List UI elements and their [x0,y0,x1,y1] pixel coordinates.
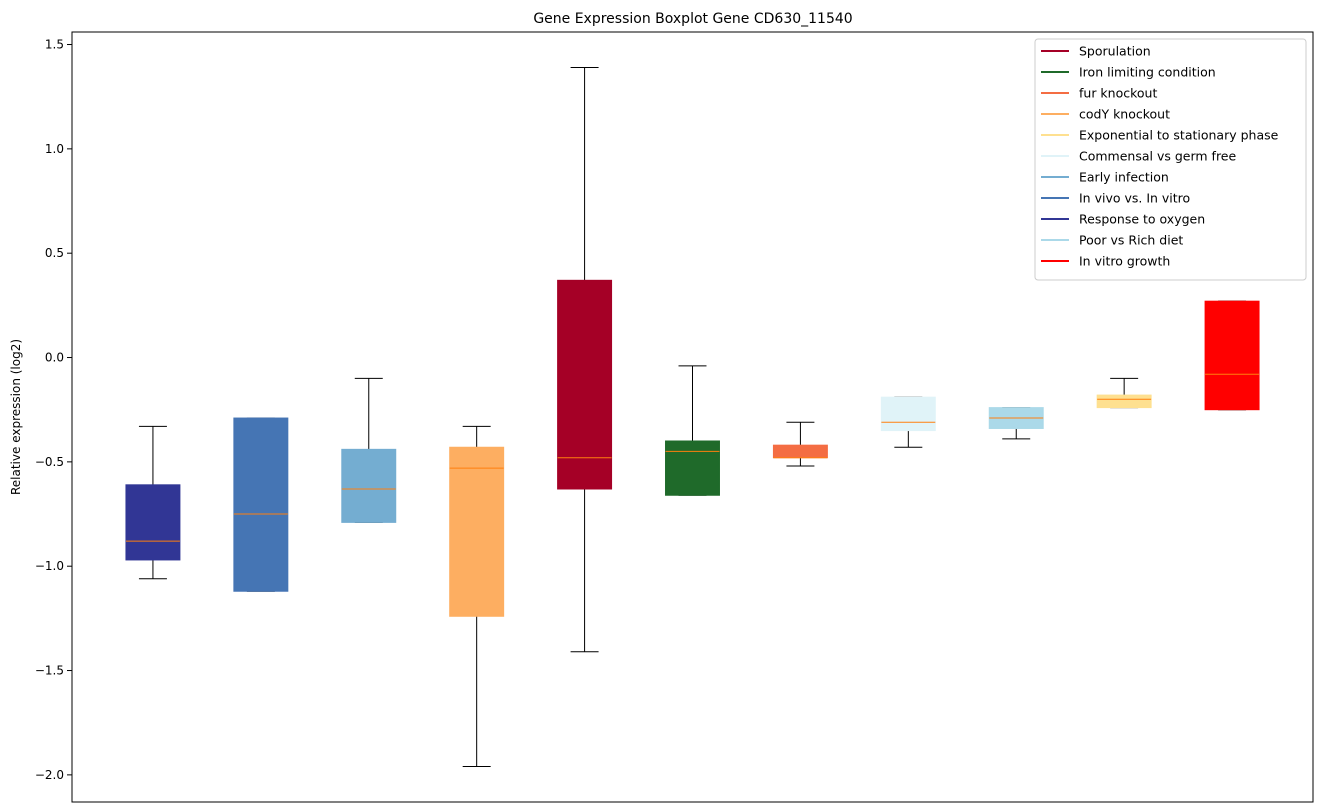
legend-label: Early infection [1079,170,1169,185]
chart-title: Gene Expression Boxplot Gene CD630_11540 [533,11,852,27]
y-tick-label: −1.5 [35,664,64,678]
box [557,279,613,490]
legend-label: Exponential to stationary phase [1079,128,1279,143]
box [341,448,397,523]
legend-item: Early infection [1041,170,1169,185]
legend-label: Response to oxygen [1079,212,1205,227]
legend-label: codY knockout [1079,107,1170,122]
legend-item: Poor vs Rich diet [1041,233,1183,248]
legend-item: Iron limiting condition [1041,65,1216,80]
y-tick-label: −0.5 [35,455,64,469]
box-group [449,425,505,768]
legend-label: Sporulation [1079,44,1151,59]
y-tick-label: 0.5 [45,246,64,260]
box [772,444,828,459]
legend-label: In vivo vs. In vitro [1079,191,1190,206]
legend-item: Response to oxygen [1041,212,1205,227]
legend-item: Exponential to stationary phase [1041,128,1279,143]
box-group [233,417,289,592]
box-group [557,66,613,653]
legend-item: codY knockout [1041,107,1170,122]
box-group [772,421,828,467]
box [449,446,505,617]
box [125,484,181,561]
box [665,440,720,496]
box-group [988,407,1044,440]
y-tick-label: −1.0 [35,559,64,573]
legend: Sporulation Iron limiting condition fur kn… [1034,38,1307,281]
legend-label: Commensal vs germ free [1079,149,1236,164]
legend-item: In vitro growth [1041,254,1170,269]
plot-area-frame [71,31,1314,803]
y-tick-label: 1.0 [45,142,64,156]
legend-item: Commensal vs germ free [1041,149,1236,164]
box-group [1096,377,1152,409]
boxes-layer [125,66,1260,768]
box-group [880,396,936,448]
legend-label: Iron limiting condition [1079,65,1216,80]
y-tick-label: 1.5 [45,38,64,52]
box-group [1204,300,1260,411]
box [1204,300,1260,411]
legend-item: Sporulation [1041,44,1151,59]
y-axis: 1.5 1.0 0.5 0.0 −0.5 −1.0 −1.5 −2.0 [35,38,72,782]
y-axis-label: Relative expression (log2) [9,339,23,495]
legend-label: fur knockout [1079,86,1157,101]
box [1096,394,1152,409]
box [233,417,289,592]
box-group [341,377,397,523]
box-group [125,425,181,580]
legend-label: Poor vs Rich diet [1079,233,1183,248]
y-tick-label: 0.0 [45,351,64,365]
legend-item: In vivo vs. In vitro [1041,191,1190,206]
legend-frame [1034,38,1307,281]
legend-label: In vitro growth [1079,254,1170,269]
legend-item: fur knockout [1041,86,1157,101]
box [880,396,936,432]
y-tick-label: −2.0 [35,768,64,782]
box-group [665,365,720,496]
